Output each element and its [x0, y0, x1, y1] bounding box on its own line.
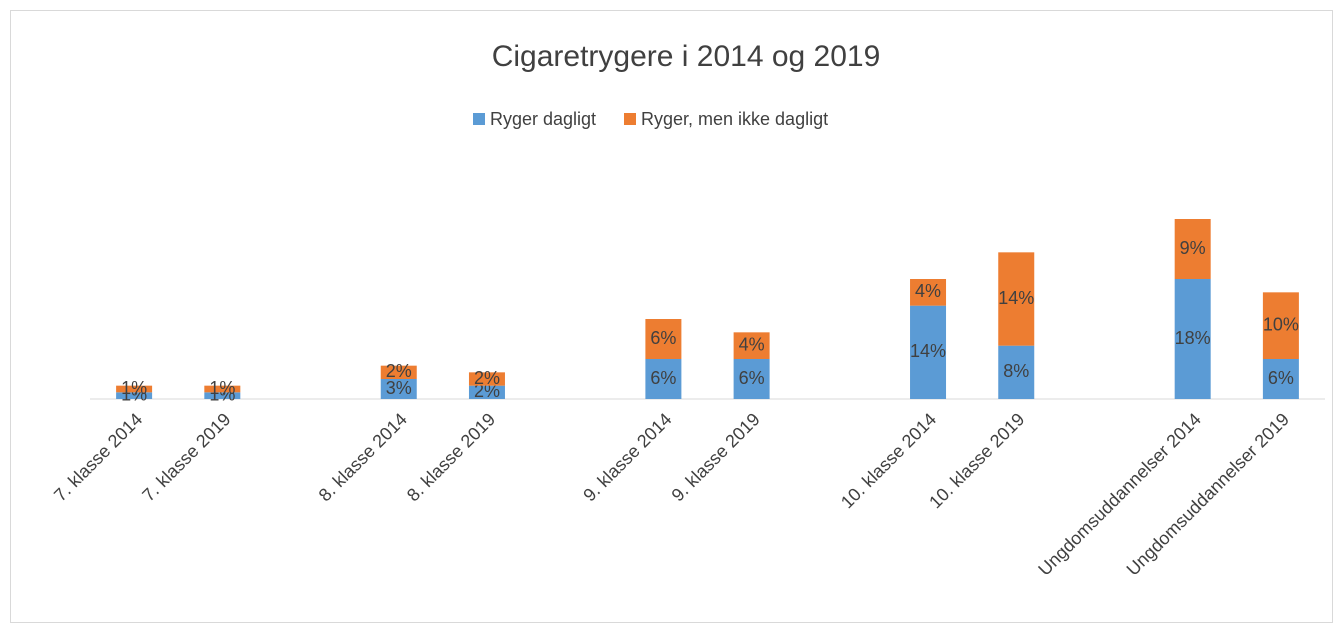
data-label: 14% — [910, 341, 946, 361]
data-label: 1% — [209, 378, 235, 398]
data-label: 3% — [386, 378, 412, 398]
bar-segment — [998, 252, 1035, 346]
bar-segment — [116, 392, 153, 399]
bar-segment — [910, 305, 947, 399]
chart-title: Cigaretrygere i 2014 og 2019 — [492, 40, 881, 73]
data-label: 2% — [386, 361, 412, 381]
bar-segment — [204, 385, 241, 393]
bar-segment — [468, 385, 505, 399]
data-label: 1% — [121, 378, 147, 398]
data-label: 2% — [474, 368, 500, 388]
data-label: 4% — [915, 281, 941, 301]
data-label: 6% — [739, 368, 765, 388]
bar-segment — [1174, 279, 1211, 399]
bar-segment — [733, 332, 770, 359]
data-label: 18% — [1175, 328, 1211, 348]
data-label: 14% — [998, 288, 1034, 308]
bar-segment — [1262, 359, 1299, 399]
bar-segment — [998, 345, 1035, 399]
data-label: 9% — [1180, 238, 1206, 258]
data-label: 6% — [650, 368, 676, 388]
data-label: 6% — [650, 328, 676, 348]
bar-segment — [645, 359, 682, 399]
bar-segment — [1262, 292, 1299, 359]
legend-label: Ryger dagligt — [490, 109, 596, 129]
data-label: 2% — [474, 381, 500, 401]
bar-segment — [204, 392, 241, 399]
bar-segment — [116, 385, 153, 393]
bar-segment — [380, 379, 417, 399]
data-label: 10% — [1263, 314, 1299, 334]
legend-swatch — [624, 113, 636, 125]
data-label: 8% — [1003, 361, 1029, 381]
bar-segment — [1174, 219, 1211, 279]
bar-segment — [733, 359, 770, 399]
data-label: 4% — [739, 334, 765, 354]
data-label: 6% — [1268, 368, 1294, 388]
bar-segment — [380, 365, 417, 379]
bar-segment — [468, 372, 505, 386]
bar-segment — [645, 319, 682, 359]
chart-frame — [10, 10, 1333, 623]
legend-label: Ryger, men ikke dagligt — [641, 109, 828, 129]
bar-segment — [910, 279, 947, 306]
legend-swatch — [473, 113, 485, 125]
